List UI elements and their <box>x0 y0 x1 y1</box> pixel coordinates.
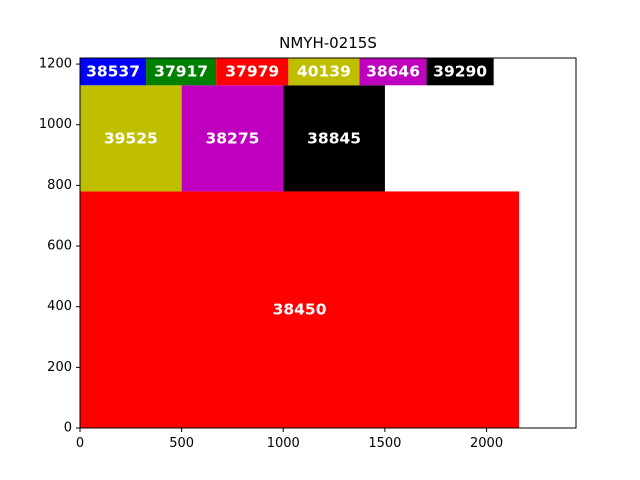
rect-value-label: 38537 <box>86 63 140 81</box>
y-tick-label: 800 <box>47 178 72 193</box>
treemap-rect-38537 <box>80 58 147 86</box>
plot-frame <box>79 57 577 429</box>
rect-value-label: 38450 <box>273 301 327 319</box>
rect-value-label: 39290 <box>433 63 487 81</box>
y-tick-label: 1000 <box>39 117 72 132</box>
rects-layer: 38450 39525 38275 38845 38537 37917 37979 40139… <box>80 58 520 428</box>
treemap-rect-38646 <box>359 58 427 86</box>
y-tick-label: 600 <box>47 239 72 254</box>
treemap-rect-39290 <box>426 58 494 86</box>
treemap-rect-38275 <box>181 85 284 192</box>
axes-layer: 0 500 1000 1500 2000 0 200 400 600 800 1000 1200 <box>39 57 577 451</box>
x-tick-label: 1000 <box>267 436 300 451</box>
rect-value-label: 39525 <box>104 129 158 147</box>
x-tick-label: 2000 <box>470 436 503 451</box>
y-tick-label: 0 <box>64 421 72 436</box>
y-tick-label: 200 <box>47 360 72 375</box>
y-tick-label: 1200 <box>39 57 72 72</box>
rect-value-label: 38275 <box>205 129 259 147</box>
treemap-rect-38450 <box>80 191 520 428</box>
treemap-rect-39525 <box>80 85 182 192</box>
y-tick-label: 400 <box>47 299 72 314</box>
rect-value-label: 38646 <box>366 63 420 81</box>
rect-value-label: 40139 <box>297 63 351 81</box>
treemap-rect-37917 <box>146 58 217 86</box>
x-tick-label: 1500 <box>368 436 401 451</box>
x-tick-label: 0 <box>76 436 84 451</box>
rect-value-label: 37979 <box>225 63 279 81</box>
treemap-rect-38845 <box>283 85 385 192</box>
treemap-rect-37979 <box>216 58 289 86</box>
rect-value-label: 37917 <box>154 63 208 81</box>
chart-title: NMYH-0215S <box>279 34 377 52</box>
rect-value-label: 38845 <box>307 129 361 147</box>
treemap-rect-40139 <box>288 58 360 86</box>
x-tick-label: 500 <box>169 436 194 451</box>
